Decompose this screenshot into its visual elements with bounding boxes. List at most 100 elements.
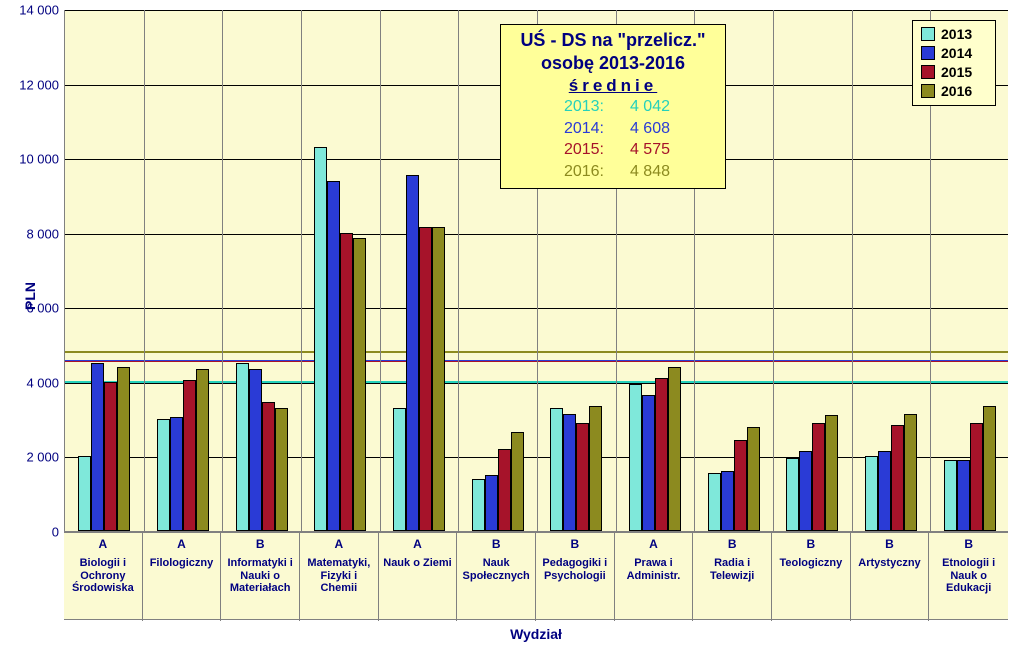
legend-label: 2016 <box>941 82 972 101</box>
legend-label: 2014 <box>941 44 972 63</box>
info-avg-row: 2014: 4 608 <box>507 118 719 140</box>
info-title-line1: UŚ - DS na "przelicz." <box>507 29 719 52</box>
info-avg-row: 2013: 4 042 <box>507 96 719 118</box>
info-avg-value: 4 042 <box>614 96 670 118</box>
bar <box>236 363 249 531</box>
info-avg-year: 2016: <box>556 161 604 183</box>
bar <box>576 423 589 531</box>
x-category-cell: BPedagogiki i Psychologii <box>536 533 615 621</box>
x-category-cell: ABiologii i Ochrony Środowiska <box>64 533 143 621</box>
x-category-name: Filologiczny <box>143 557 221 570</box>
bar <box>485 475 498 531</box>
bar <box>314 147 327 531</box>
x-category-grade: A <box>300 537 378 551</box>
bar <box>589 406 602 531</box>
x-axis-title: Wydział <box>64 626 1008 642</box>
bar <box>944 460 957 531</box>
x-axis-labels-band: ABiologii i Ochrony ŚrodowiskaAFilologic… <box>64 532 1008 620</box>
legend-item: 2016 <box>921 82 987 101</box>
x-category-name: Radia i Telewizji <box>693 557 771 582</box>
y-tick-label: 14 000 <box>19 3 65 18</box>
info-avg-row: 2016: 4 848 <box>507 161 719 183</box>
x-category-grade: B <box>929 537 1008 551</box>
info-avg-value: 4 848 <box>614 161 670 183</box>
bar <box>786 458 799 531</box>
bar <box>419 227 432 531</box>
bar <box>498 449 511 531</box>
legend-swatch <box>921 65 935 79</box>
x-category-grade: B <box>851 537 929 551</box>
bar <box>550 408 563 531</box>
bar <box>472 479 485 531</box>
bar <box>970 423 983 531</box>
bar <box>157 419 170 531</box>
bar <box>891 425 904 531</box>
x-category-name: Nauk Społecznych <box>457 557 535 582</box>
bar <box>196 369 209 531</box>
x-category-cell: A Matematyki, Fizyki i Chemii <box>300 533 379 621</box>
x-category-cell: BArtystyczny <box>851 533 930 621</box>
category-separator <box>773 10 774 532</box>
bar <box>799 451 812 531</box>
legend-item: 2015 <box>921 63 987 82</box>
bar <box>183 380 196 531</box>
x-category-cell: B Teologiczny <box>772 533 851 621</box>
y-tick-label: 2 000 <box>26 450 65 465</box>
x-category-name: Matematyki, Fizyki i Chemii <box>300 557 378 595</box>
bar <box>117 367 130 531</box>
y-tick-label: 4 000 <box>26 375 65 390</box>
x-category-cell: B Nauk Społecznych <box>457 533 536 621</box>
chart-root: 02 0004 0006 0008 00010 00012 00014 000 … <box>0 0 1024 654</box>
legend-item: 2013 <box>921 25 987 44</box>
category-separator <box>222 10 223 532</box>
chart-info-box: UŚ - DS na "przelicz." osobę 2013-2016 ś… <box>500 24 726 189</box>
legend-swatch <box>921 46 935 60</box>
info-avg-year: 2014: <box>556 118 604 140</box>
info-avg-value: 4 575 <box>614 139 670 161</box>
bar <box>78 456 91 531</box>
y-tick-label: 10 000 <box>19 152 65 167</box>
y-axis-title: PLN <box>22 282 38 310</box>
x-category-cell: AFilologiczny <box>143 533 222 621</box>
x-category-grade: B <box>221 537 299 551</box>
bar <box>983 406 996 531</box>
bar <box>406 175 419 531</box>
info-avg-year: 2015: <box>556 139 604 161</box>
x-category-name: Prawa i Administr. <box>615 557 693 582</box>
info-avg-row: 2015: 4 575 <box>507 139 719 161</box>
category-separator <box>301 10 302 532</box>
legend-label: 2013 <box>941 25 972 44</box>
x-category-grade: B <box>772 537 850 551</box>
bar <box>432 227 445 531</box>
bar <box>511 432 524 531</box>
x-category-grade: B <box>693 537 771 551</box>
y-tick-label: 8 000 <box>26 226 65 241</box>
bar <box>878 451 891 531</box>
x-category-name: Teologiczny <box>772 557 850 570</box>
bar <box>668 367 681 531</box>
x-category-name: Etnologii i Nauk o Edukacji <box>929 557 1008 595</box>
bar <box>721 471 734 531</box>
x-category-name: Informatyki i Nauki o Materiałach <box>221 557 299 595</box>
x-category-cell: B Radia i Telewizji <box>693 533 772 621</box>
bar <box>825 415 838 531</box>
x-category-cell: A Prawa i Administr. <box>615 533 694 621</box>
legend-swatch <box>921 27 935 41</box>
info-avg-value: 4 608 <box>614 118 670 140</box>
bar <box>91 363 104 531</box>
bar <box>812 423 825 531</box>
bar <box>734 440 747 531</box>
bar <box>865 456 878 531</box>
bar <box>353 238 366 531</box>
legend-item: 2014 <box>921 44 987 63</box>
info-avg-heading: średnie <box>507 76 719 96</box>
x-category-grade: B <box>457 537 535 551</box>
x-category-grade: A <box>379 537 457 551</box>
x-category-grade: A <box>615 537 693 551</box>
info-avg-year: 2013: <box>556 96 604 118</box>
x-category-cell: A Nauk o Ziemi <box>379 533 458 621</box>
category-separator <box>144 10 145 532</box>
x-category-name: Nauk o Ziemi <box>379 557 457 570</box>
bar <box>327 181 340 531</box>
x-category-name: Biologii i Ochrony Środowiska <box>64 557 142 595</box>
